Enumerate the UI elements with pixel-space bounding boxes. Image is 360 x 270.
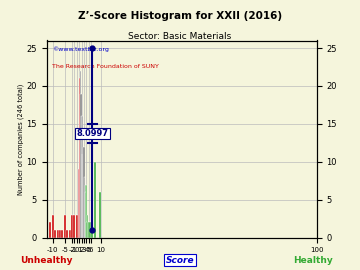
Bar <box>79 78 80 238</box>
Bar <box>73 215 76 238</box>
Bar <box>89 222 91 238</box>
Text: Sector: Basic Materials: Sector: Basic Materials <box>129 32 231 41</box>
Text: ©www.textbiz.org: ©www.textbiz.org <box>52 46 109 52</box>
Text: Z’-Score Histogram for XXII (2016): Z’-Score Histogram for XXII (2016) <box>78 11 282 21</box>
Bar <box>49 222 51 238</box>
Bar <box>64 215 66 238</box>
Text: Healthy: Healthy <box>293 256 333 265</box>
Bar <box>57 230 59 238</box>
Bar <box>84 177 85 238</box>
Bar <box>81 94 82 238</box>
Bar <box>86 222 87 238</box>
Bar <box>52 215 54 238</box>
Bar <box>82 154 83 238</box>
Y-axis label: Number of companies (246 total): Number of companies (246 total) <box>17 83 24 195</box>
Text: 8.0997: 8.0997 <box>76 129 108 138</box>
Bar <box>85 184 86 238</box>
Bar <box>81 116 82 238</box>
Bar <box>80 71 81 238</box>
Bar <box>83 154 84 238</box>
Bar <box>94 162 96 238</box>
Bar <box>88 222 90 238</box>
Bar <box>76 215 78 238</box>
Bar <box>79 131 80 238</box>
Bar <box>59 230 61 238</box>
Bar <box>91 169 94 238</box>
Bar <box>78 169 79 238</box>
Bar <box>66 230 68 238</box>
Text: Score: Score <box>166 256 194 265</box>
Bar <box>71 215 73 238</box>
Bar <box>99 192 101 238</box>
Bar <box>54 230 56 238</box>
Bar <box>61 230 63 238</box>
Bar <box>68 230 71 238</box>
Bar <box>87 215 88 238</box>
Text: The Research Foundation of SUNY: The Research Foundation of SUNY <box>52 64 159 69</box>
Text: Unhealthy: Unhealthy <box>21 256 73 265</box>
Bar <box>82 116 84 238</box>
Bar <box>86 184 87 238</box>
Bar <box>85 192 86 238</box>
Bar <box>84 147 85 238</box>
